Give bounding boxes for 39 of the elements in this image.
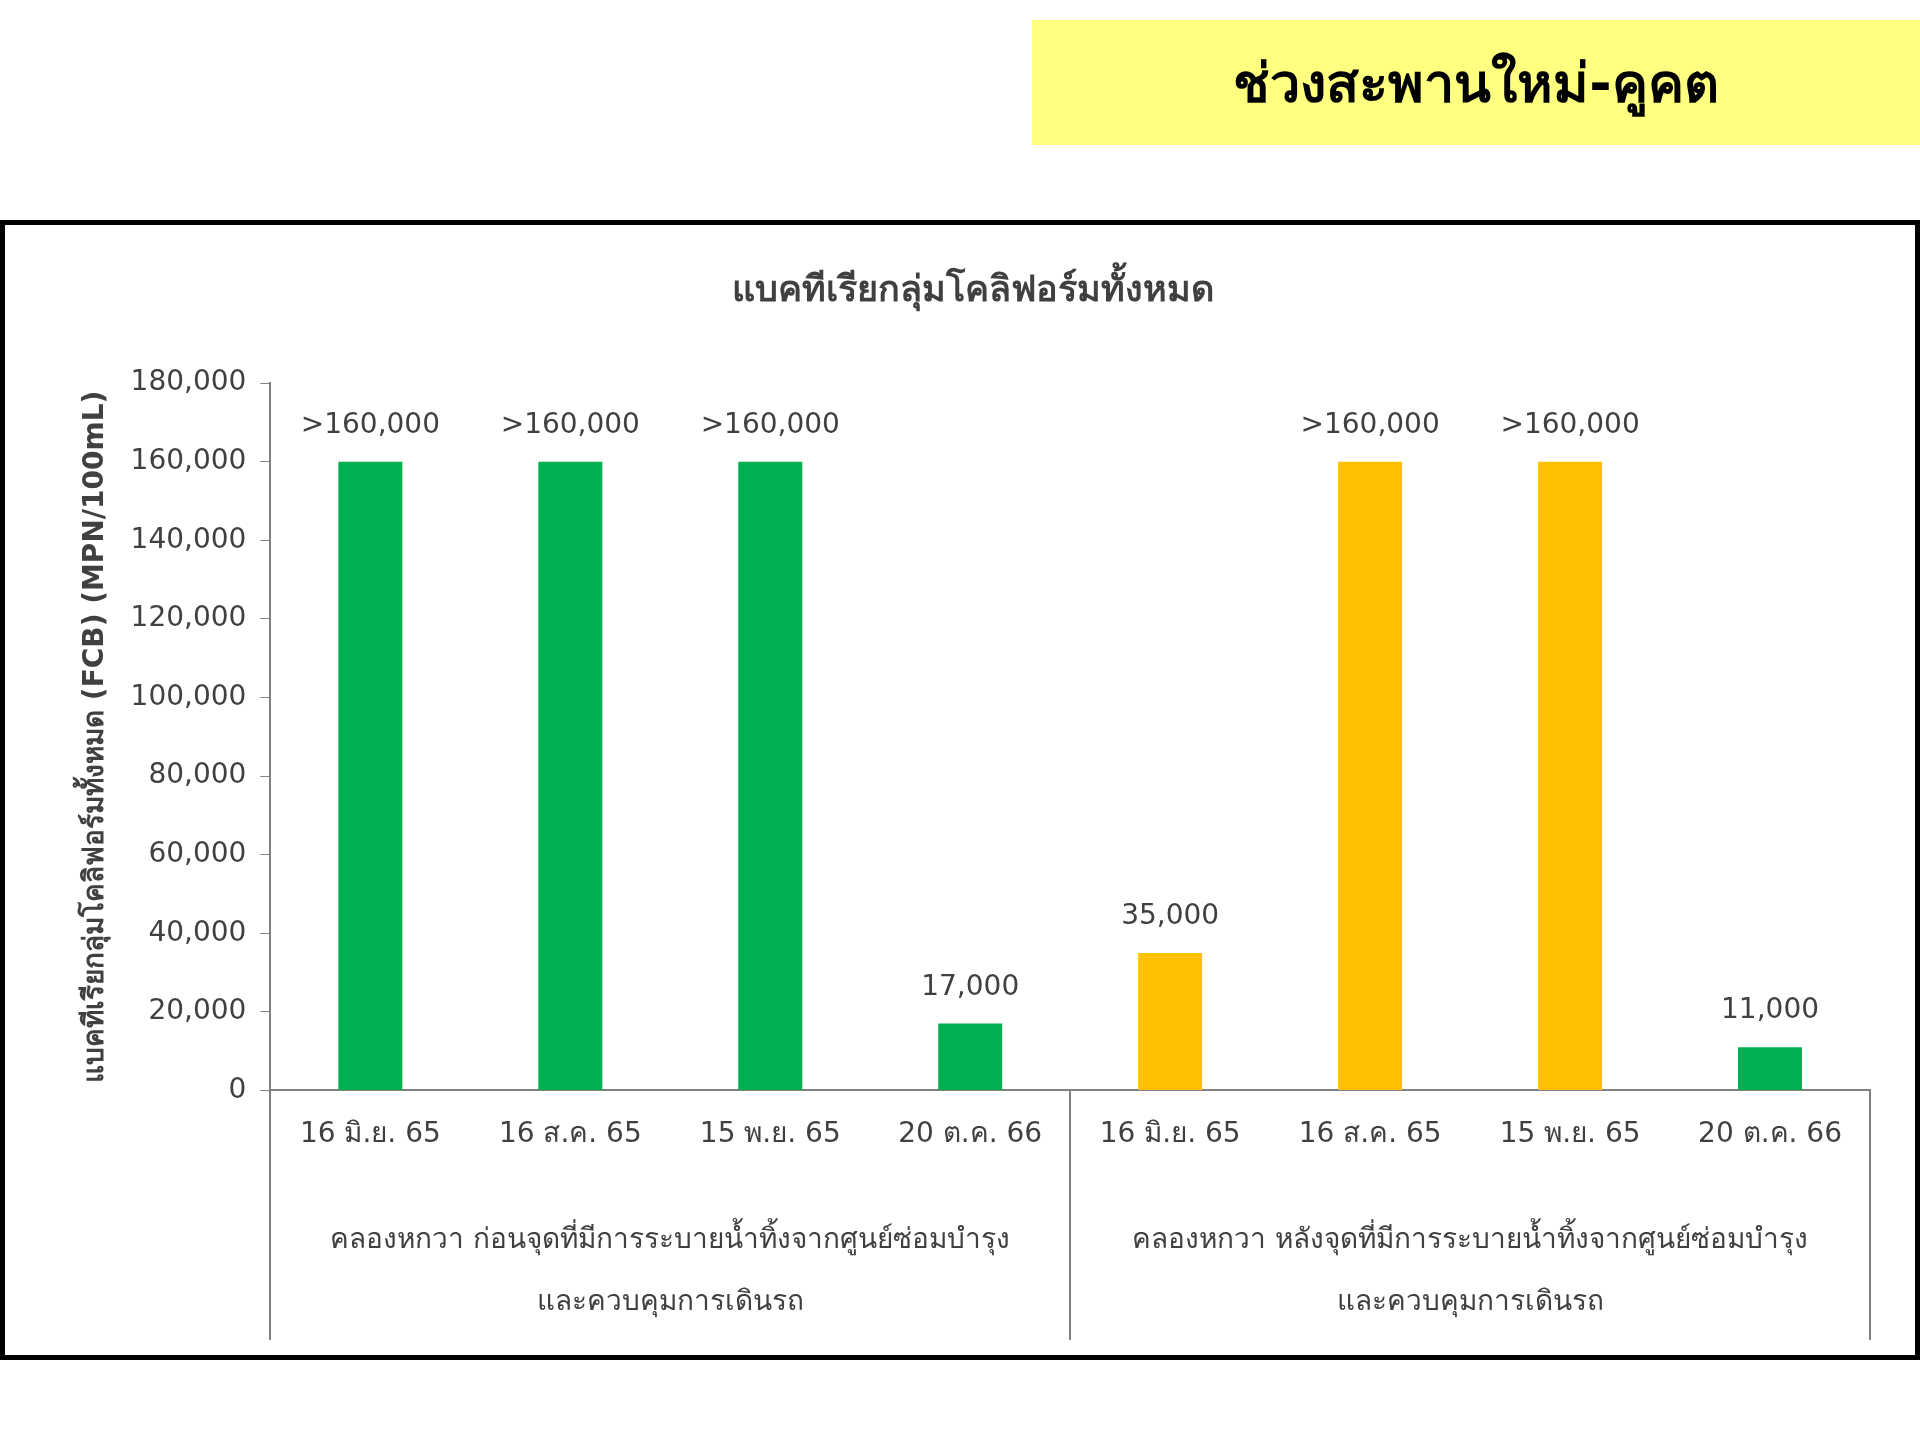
bar: [338, 461, 403, 1090]
bar: [738, 461, 803, 1090]
bar: [1738, 1047, 1803, 1090]
x-tick-label: 16 มิ.ย. 65: [1099, 1116, 1241, 1150]
text: คลองหกวา ก่อนจุดที่มีการระบายน้ำทิ้งจากศูนย์ซ่อมบำรุง และควบคุมการเดินรถ: [330, 1217, 1011, 1318]
x-tick-label: 16 มิ.ย. 65: [299, 1116, 441, 1150]
text: คลองหกวา หลังจุดที่มีการระบายน้ำทิ้งจากศูนย์ซ่อมบำรุง และควบคุมการเดินรถ: [1132, 1217, 1809, 1318]
x-tick-label: 16 ส.ค. 65: [1298, 1116, 1442, 1150]
chart-title: ช่วงสะพานใหม่-คูคต: [1032, 20, 1920, 145]
x-tick-label: 15 พ.ย. 65: [1499, 1116, 1641, 1150]
data-label: 11,000: [1721, 992, 1820, 1026]
y-tick-label: 180,000: [130, 364, 247, 398]
data-label: 35,000: [1121, 898, 1220, 932]
y-axis-title: แบคทีเรียกลุ่มโคลิฟอร์มทั้งหมด (FCB) (MPN/100mL): [72, 390, 112, 1083]
x-tick-label: 20 ต.ค. 66: [1698, 1116, 1842, 1150]
x-tick-label: 16 ส.ค. 65: [498, 1116, 642, 1150]
y-tick-label: 80,000: [148, 757, 247, 791]
data-label: >160,000: [1500, 407, 1640, 441]
y-tick-label: 60,000: [148, 835, 247, 869]
y-tick-label: 160,000: [130, 443, 247, 477]
data-label: 17,000: [921, 968, 1020, 1002]
y-tick-label: 0: [228, 1071, 247, 1105]
x-tick-label: 15 พ.ย. 65: [699, 1116, 841, 1150]
data-label: >160,000: [700, 407, 840, 441]
bar: [1138, 952, 1203, 1090]
bar: [538, 461, 603, 1090]
y-tick-label: 20,000: [148, 993, 247, 1027]
chart-subtitle: แบคทีเรียกลุ่มโคลิฟอร์มทั้งหมด: [731, 261, 1214, 312]
y-tick-label: 140,000: [130, 521, 247, 555]
data-label: >160,000: [300, 407, 440, 441]
x-tick-label: 20 ต.ค. 66: [898, 1116, 1043, 1150]
bar: [1538, 461, 1603, 1090]
y-tick-label: 120,000: [130, 600, 247, 634]
data-label: >160,000: [1300, 407, 1440, 441]
y-tick-label: 100,000: [130, 678, 247, 712]
bar: [938, 1023, 1003, 1090]
data-label: >160,000: [500, 407, 640, 441]
bar: [1338, 461, 1403, 1090]
y-tick-label: 40,000: [148, 914, 247, 948]
